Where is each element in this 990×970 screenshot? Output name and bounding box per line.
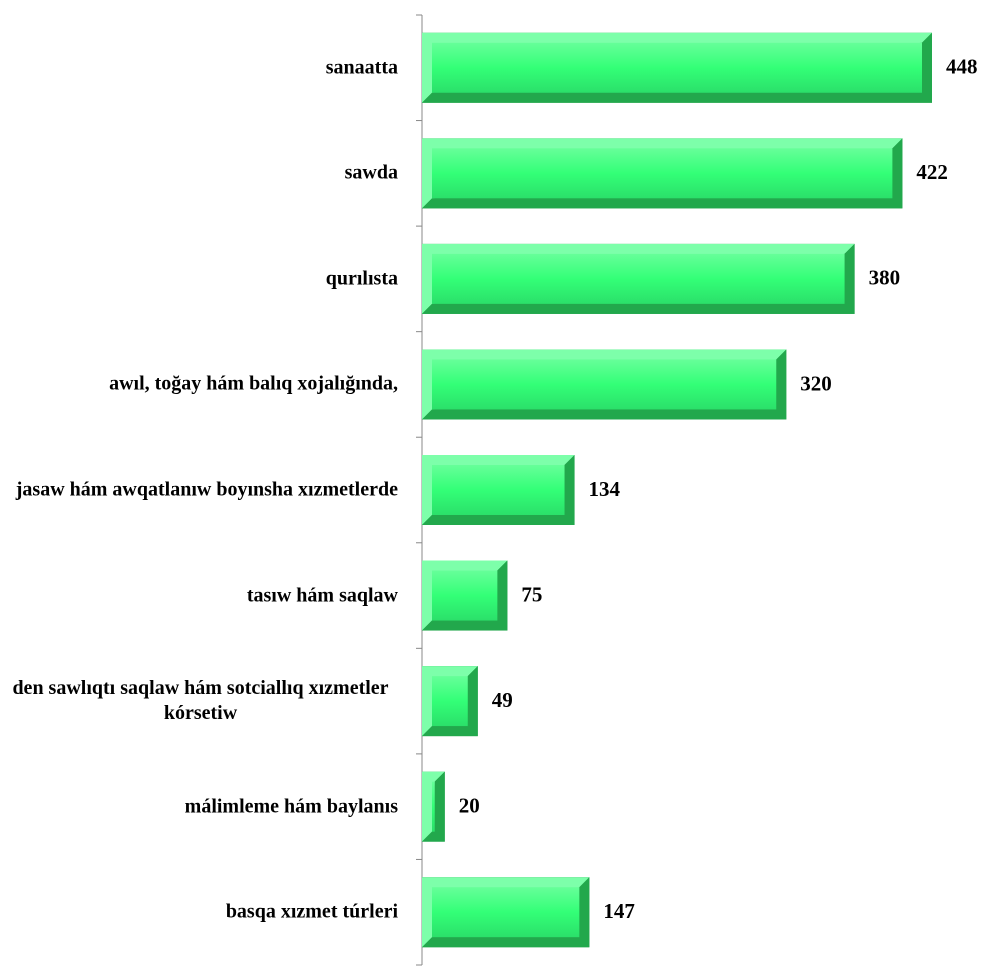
category-label-box: jasaw hám awqatlanıw boyınsha xızmetlerd… xyxy=(3,478,398,503)
category-label-box: awıl, toğay hám balıq xojalığında, xyxy=(3,372,398,397)
bar-bevel-dark xyxy=(422,32,932,103)
y-tick-label: málimleme hám baylanıs xyxy=(184,795,398,818)
y-tick-label: sawda xyxy=(344,161,398,184)
value-label: 448 xyxy=(946,55,978,79)
value-label: 422 xyxy=(916,160,948,184)
bar-bevel-dark xyxy=(422,666,478,737)
y-tick-label: basqa xızmet túrleri xyxy=(225,900,398,923)
value-label: 320 xyxy=(800,371,832,395)
bar-face xyxy=(432,887,580,938)
bar-face xyxy=(432,359,777,410)
y-tick-label: tasıw hám saqlaw xyxy=(246,584,398,607)
bar-face xyxy=(432,148,893,199)
bar-face xyxy=(432,253,845,304)
category-label-box: qurılısta xyxy=(3,266,398,291)
category-label-box: málimleme hám baylanıs xyxy=(3,794,398,819)
y-tick-label: sanaatta xyxy=(325,56,398,79)
value-label: 75 xyxy=(521,582,542,606)
bar-bevel-dark xyxy=(422,560,508,631)
value-label: 380 xyxy=(869,266,901,290)
bar-face xyxy=(432,781,435,832)
bar-bevel-dark xyxy=(422,243,855,314)
bar-bevel-dark xyxy=(422,771,445,842)
value-label: 49 xyxy=(492,688,513,712)
value-label: 134 xyxy=(589,477,621,501)
bar-bevel-dark xyxy=(422,138,903,209)
value-label: 147 xyxy=(603,899,635,923)
bar-face xyxy=(432,676,468,727)
category-label-box: tasıw hám saqlaw xyxy=(3,583,398,608)
bar-bevel-dark xyxy=(422,455,575,525)
category-label-box: sanaatta xyxy=(3,55,398,80)
y-tick-label: qurılısta xyxy=(325,267,398,290)
bar-bevel-dark xyxy=(422,877,590,948)
bar-bevel-dark xyxy=(422,349,787,420)
y-tick-label: den sawlıqtı saqlaw hám sotciallıq xızme… xyxy=(12,677,389,725)
value-label: 20 xyxy=(459,793,480,817)
category-label-box: basqa xızmet túrleri xyxy=(3,900,398,925)
bar-face xyxy=(432,570,498,621)
bar-face xyxy=(432,465,565,515)
bar-face xyxy=(432,42,922,93)
category-label-box: sawda xyxy=(3,161,398,186)
y-tick-label: jasaw hám awqatlanıw boyınsha xızmetlerd… xyxy=(15,478,398,501)
y-tick-label: awıl, toğay hám balıq xojalığında, xyxy=(109,372,398,395)
category-label-box: den sawlıqtı saqlaw hám sotciallıq xızme… xyxy=(3,676,398,726)
